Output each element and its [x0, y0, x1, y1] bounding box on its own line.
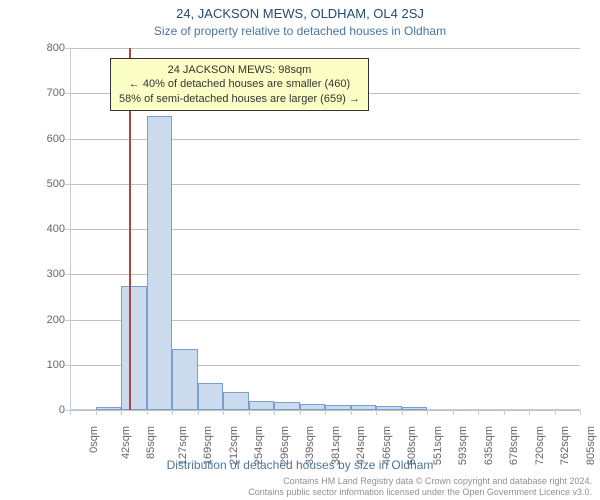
- x-tick-mark: [325, 410, 326, 415]
- x-tick-label: 762sqm: [559, 426, 571, 465]
- x-tick-mark: [70, 410, 71, 415]
- x-tick-mark: [121, 410, 122, 415]
- x-tick-mark: [529, 410, 530, 415]
- x-tick-label: 339sqm: [304, 426, 316, 465]
- y-tick-mark: [65, 139, 70, 140]
- histogram-bar: [223, 392, 249, 410]
- x-tick-label: 720sqm: [534, 426, 546, 465]
- x-tick-mark: [223, 410, 224, 415]
- y-tick-mark: [65, 93, 70, 94]
- x-tick-mark: [376, 410, 377, 415]
- x-tick-mark: [402, 410, 403, 415]
- histogram-bar: [147, 116, 173, 410]
- x-tick-label: 551sqm: [432, 426, 444, 465]
- y-tick-mark: [65, 365, 70, 366]
- y-tick-mark: [65, 320, 70, 321]
- x-tick-label: 0sqm: [88, 426, 100, 453]
- x-tick-label: 212sqm: [228, 426, 240, 465]
- x-tick-mark: [96, 410, 97, 415]
- histogram-bar: [300, 404, 326, 410]
- credits: Contains HM Land Registry data © Crown c…: [8, 476, 592, 498]
- x-tick-mark: [504, 410, 505, 415]
- x-tick-label: 466sqm: [381, 426, 393, 465]
- y-tick-label: 800: [35, 42, 65, 54]
- y-tick-label: 600: [35, 133, 65, 145]
- y-tick-mark: [65, 184, 70, 185]
- histogram-bar: [198, 383, 224, 410]
- x-tick-label: 508sqm: [406, 426, 418, 465]
- histogram-bar: [351, 405, 377, 410]
- histogram-bar: [121, 286, 147, 410]
- y-tick-label: 200: [35, 314, 65, 326]
- histogram-bar: [96, 407, 122, 410]
- x-tick-mark: [427, 410, 428, 415]
- y-tick-mark: [65, 229, 70, 230]
- annotation-box: 24 JACKSON MEWS: 98sqm← 40% of detached …: [110, 58, 369, 111]
- x-tick-mark: [555, 410, 556, 415]
- chart-title: 24, JACKSON MEWS, OLDHAM, OL4 2SJ: [0, 6, 600, 22]
- x-tick-label: 593sqm: [457, 426, 469, 465]
- x-tick-label: 169sqm: [202, 426, 214, 465]
- x-tick-mark: [351, 410, 352, 415]
- x-tick-mark: [198, 410, 199, 415]
- histogram-bar: [402, 407, 428, 410]
- histogram-bar: [325, 405, 351, 410]
- x-tick-mark: [249, 410, 250, 415]
- x-tick-label: 254sqm: [253, 426, 265, 465]
- x-tick-mark: [274, 410, 275, 415]
- x-tick-mark: [172, 410, 173, 415]
- annotation-line: 58% of semi-detached houses are larger (…: [119, 92, 360, 106]
- x-tick-mark: [453, 410, 454, 415]
- x-tick-label: 296sqm: [279, 426, 291, 465]
- y-tick-label: 0: [35, 404, 65, 416]
- x-tick-label: 635sqm: [483, 426, 495, 465]
- x-tick-mark: [478, 410, 479, 415]
- x-tick-label: 85sqm: [145, 426, 157, 459]
- y-grid-line: [70, 48, 580, 49]
- histogram-bar: [274, 402, 300, 410]
- x-tick-mark: [300, 410, 301, 415]
- x-tick-mark: [580, 410, 581, 415]
- y-tick-mark: [65, 274, 70, 275]
- histogram-bar: [249, 401, 275, 410]
- y-tick-label: 300: [35, 268, 65, 280]
- x-tick-label: 805sqm: [585, 426, 597, 465]
- x-tick-label: 381sqm: [330, 426, 342, 465]
- chart-subtitle: Size of property relative to detached ho…: [0, 24, 600, 38]
- y-tick-label: 500: [35, 178, 65, 190]
- y-tick-label: 100: [35, 359, 65, 371]
- x-tick-label: 127sqm: [177, 426, 189, 465]
- x-tick-label: 42sqm: [120, 426, 132, 459]
- annotation-line: ← 40% of detached houses are smaller (46…: [119, 77, 360, 91]
- histogram-bar: [376, 406, 402, 410]
- credits-line-1: Contains HM Land Registry data © Crown c…: [8, 476, 592, 487]
- y-tick-label: 700: [35, 87, 65, 99]
- y-tick-mark: [65, 48, 70, 49]
- y-tick-label: 400: [35, 223, 65, 235]
- x-tick-label: 678sqm: [508, 426, 520, 465]
- credits-line-2: Contains public sector information licen…: [8, 487, 592, 498]
- annotation-line: 24 JACKSON MEWS: 98sqm: [119, 63, 360, 77]
- x-tick-mark: [147, 410, 148, 415]
- x-tick-label: 424sqm: [355, 426, 367, 465]
- histogram-bar: [172, 349, 198, 410]
